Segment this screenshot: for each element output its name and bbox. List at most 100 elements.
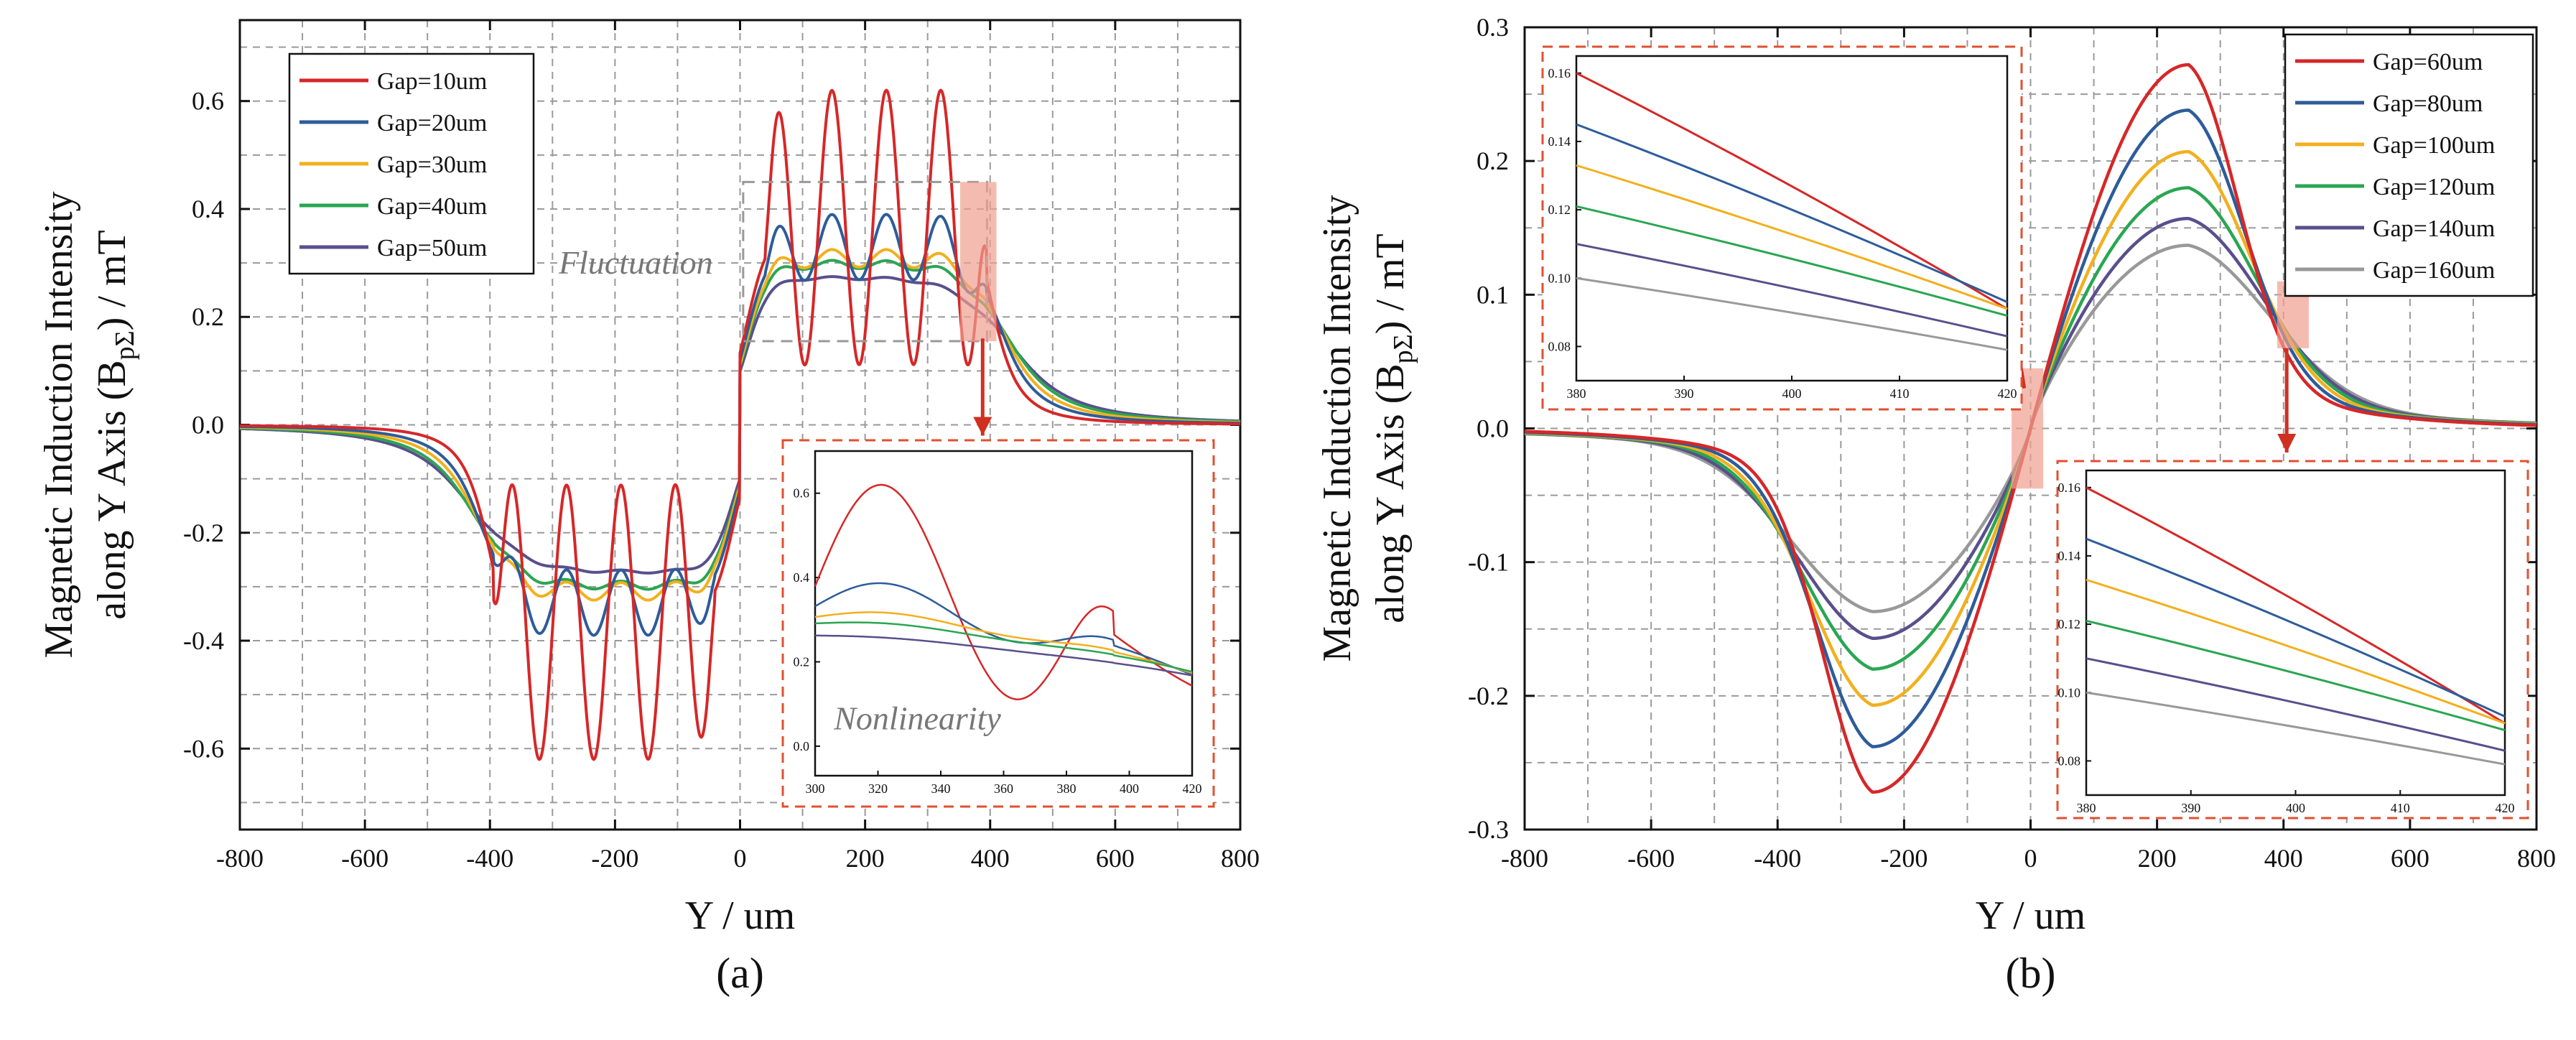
chart-b-legend-label: Gap=160um [2373, 257, 2495, 284]
chart-b-xtick-label: 400 [2264, 844, 2303, 873]
chart-a-inset-ytick-label: 0.0 [794, 739, 810, 753]
chart-b-inset-top-series-line [1576, 164, 2008, 310]
chart-b-inset-bottom-xtick-label: 400 [2286, 801, 2305, 815]
chart-b-inset-bottom-series-line [2086, 691, 2506, 766]
chart-b-ytick-label: -0.2 [1468, 682, 1509, 710]
chart-b-yaxis-label-line2: along Y Axis (BpΣ) / mT [1368, 233, 1418, 623]
chart-a-highlight-region [959, 182, 997, 342]
chart-b-inset-bottom-plot [2085, 469, 2506, 797]
chart-a-series-group [239, 88, 1241, 761]
chart-b-ylabel-subscript: pΣ [1388, 334, 1418, 363]
chart-a-yaxis-label-line2: along Y Axis (BpΣ) / mT [90, 230, 140, 620]
chart-b-inset-bottom-series-line [2086, 619, 2506, 732]
chart-b-inset-top-xtick-label: 410 [1890, 386, 1910, 401]
chart-b-inset-top-series-line [1576, 205, 2008, 317]
chart-a-xtick-label: 200 [846, 844, 885, 873]
chart-b-inset-top-xtick-label: 380 [1567, 386, 1586, 401]
chart-b-ylabel-prefix: along Y Axis (B [1368, 363, 1413, 623]
chart-a-inset-ytick-label: 0.4 [794, 570, 810, 585]
chart-b-inset-top-series-line [1576, 277, 2008, 351]
chart-a-arrow-head [973, 417, 992, 436]
chart-a-ylabel-suffix: ) / mT [90, 230, 134, 330]
chart-a-nonlinearity-label: Nonlinearity [833, 700, 1001, 736]
chart-b-legend-label: Gap=140um [2373, 215, 2495, 242]
chart-b-inset-bottom-series-line [2086, 537, 2506, 718]
chart-a-legend-label: Gap=30um [377, 152, 487, 178]
chart-b-inset-bottom-ytick-label: 0.14 [2058, 549, 2081, 563]
chart-b-ytick-label: 0.0 [1477, 414, 1509, 443]
chart-b-inset-top-plot [1575, 55, 2009, 382]
chart-b-inset-bottom-xtick-label: 390 [2181, 801, 2200, 815]
chart-a-inset-series-line [815, 634, 1193, 677]
chart-a-inset-xtick-label: 340 [931, 781, 951, 796]
chart-b-inset-top-ytick-label: 0.12 [1548, 203, 1571, 217]
chart-b-arrow-head [2277, 434, 2297, 453]
chart-b-inset-top-ytick-label: 0.08 [1548, 339, 1571, 353]
chart-b-inset-top-ytick-label: 0.16 [1548, 66, 1571, 80]
chart-a-xtick-label: 600 [1096, 844, 1135, 873]
chart-b-inset-top-xtick-label: 390 [1675, 386, 1694, 401]
chart-b-legend-label: Gap=120um [2373, 174, 2495, 200]
chart-a-inset-xtick-label: 380 [1057, 781, 1077, 796]
chart-b-inset-bottom-ytick-label: 0.12 [2058, 617, 2081, 631]
chart-b-legend-label: Gap=60um [2373, 49, 2483, 75]
chart-b-inset-bottom-ytick-label: 0.10 [2058, 685, 2081, 700]
chart-b-inset-bottom-xtick-label: 380 [2077, 801, 2096, 815]
chart-b-xtick-label: -800 [1501, 844, 1548, 873]
chart-a-fluctuation-label: Fluctuation [558, 244, 713, 281]
chart-a-xtick-label: 400 [971, 844, 1010, 873]
chart-a-xtick-label: -800 [216, 844, 264, 873]
chart-a-inset-ytick-label: 0.6 [794, 486, 810, 501]
chart-a-ytick-label: -0.2 [183, 519, 224, 547]
chart-b-ylabel-suffix: ) / mT [1368, 233, 1413, 334]
chart-a-inset-series-line [814, 621, 1193, 673]
chart-a-inset-xtick-label: 400 [1120, 781, 1139, 796]
chart-b-xtick-label: -400 [1754, 844, 1801, 873]
chart-b-xtick-label: 200 [2138, 844, 2177, 873]
chart-a-xtick-label: -400 [466, 844, 513, 873]
chart-a: -800 -600 -400 -200 0 200 400 600 800 -0.6 -0.4 -0.… [37, 19, 1260, 997]
chart-b-inset-top-ytick-label: 0.14 [1548, 134, 1571, 149]
chart-b-inset-top-ytick-label: 0.10 [1548, 271, 1571, 285]
chart-b-inset-top-series-line [1576, 243, 2008, 338]
chart-a-inset-xtick-label: 320 [868, 781, 888, 796]
chart-a-xtick-label: 800 [1221, 844, 1260, 873]
chart-b: -800 -600 -400 -200 0 200 400 600 800 -0.3 -0.2 -0.… [1315, 13, 2556, 997]
chart-a-inset-xtick-label: 420 [1183, 781, 1202, 796]
chart-b-inset-bottom-xtick-label: 410 [2391, 801, 2410, 815]
chart-b-xtick-label: -600 [1627, 844, 1675, 873]
chart-b-xtick-label: 0 [2024, 844, 2037, 873]
chart-a-ytick-label: -0.4 [183, 626, 224, 655]
chart-b-inset-top-series-line [1576, 72, 2008, 310]
chart-b-inset-bottom-xtick-label: 420 [2496, 801, 2515, 815]
chart-a-yaxis-label-line1: Magnetic Induction Intensity [37, 191, 81, 658]
chart-a-xtick-label: -600 [341, 844, 389, 873]
chart-b-inset-top-xtick-label: 420 [1998, 386, 2017, 401]
chart-b-inset-bottom-series-line [2086, 486, 2506, 725]
chart-a-panel-label: (a) [716, 950, 764, 997]
chart-b-inset-bottom-ytick-label: 0.08 [2058, 753, 2081, 768]
chart-a-inset-plot [814, 450, 1194, 777]
chart-b-yaxis-label-line1: Magnetic Induction Intensity [1315, 195, 1359, 661]
chart-b-ytick-label: -0.3 [1468, 815, 1509, 844]
chart-b-xtick-label: -200 [1880, 844, 1928, 873]
chart-a-ytick-label: 0.4 [192, 195, 224, 223]
chart-b-xtick-label: 800 [2517, 844, 2556, 873]
chart-b-ytick-label: 0.2 [1477, 147, 1509, 175]
chart-a-ytick-label: 0.0 [192, 411, 224, 440]
chart-a-ytick-label: -0.6 [183, 734, 224, 763]
chart-b-inset-top-series-line [1576, 123, 2008, 303]
chart-a-xtick-label: 0 [734, 844, 747, 873]
chart-a-ylabel-subscript: pΣ [110, 330, 140, 360]
chart-b-legend-box [2284, 33, 2534, 297]
chart-b-inset-bottom-series-line [2086, 578, 2506, 725]
chart-a-legend-label: Gap=40um [377, 193, 487, 220]
chart-b-ytick-label: 0.1 [1477, 280, 1509, 309]
chart-b-ytick-label: -0.1 [1468, 548, 1509, 577]
chart-a-series-line [240, 88, 1240, 761]
chart-a-legend-label: Gap=50um [377, 235, 487, 261]
chart-b-inset-bottom-series-line [2086, 657, 2506, 752]
chart-b-xaxis-label: Y / um [1976, 893, 2086, 938]
chart-a-inset-xtick-label: 300 [806, 781, 825, 796]
chart-a-inset-series-line [814, 611, 1193, 674]
